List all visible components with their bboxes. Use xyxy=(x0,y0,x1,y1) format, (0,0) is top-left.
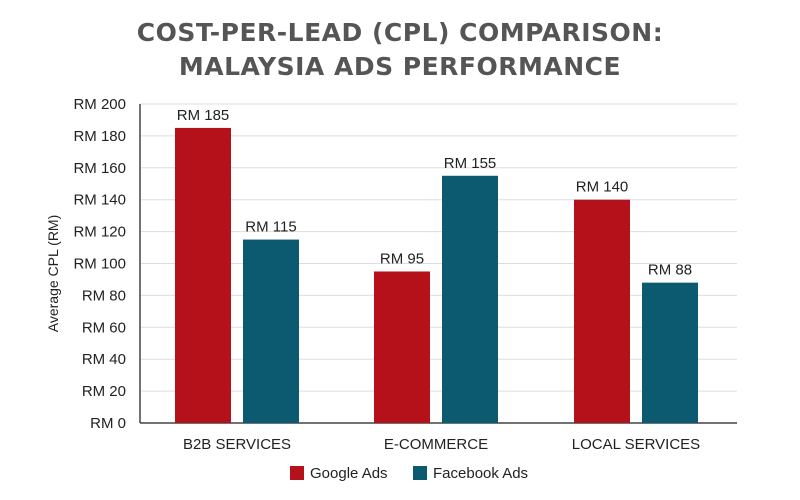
legend-label-facebook: Facebook Ads xyxy=(433,465,528,482)
y-tick-label: RM 160 xyxy=(73,160,126,177)
y-tick-label: RM 40 xyxy=(82,351,126,368)
y-tick-label: RM 120 xyxy=(73,224,126,241)
bar-facebook-1 xyxy=(442,175,498,423)
legend-label-google: Google Ads xyxy=(310,465,388,482)
y-tick-label: RM 20 xyxy=(82,383,126,400)
y-tick-label: RM 100 xyxy=(73,256,126,273)
x-category-label: B2B SERVICES xyxy=(183,436,291,453)
chart-title-line-2: MALAYSIA ADS PERFORMANCE xyxy=(178,52,622,81)
y-tick-label: RM 200 xyxy=(73,96,126,113)
bar-google-2 xyxy=(574,199,630,423)
legend-swatch-facebook xyxy=(413,466,427,480)
legend-swatch-google xyxy=(290,466,304,480)
y-axis-title: Average CPL (RM) xyxy=(45,215,61,332)
chart-title-line-1: COST-PER-LEAD (CPL) COMPARISON: xyxy=(136,18,664,47)
bar-facebook-0 xyxy=(243,239,299,423)
x-category-label: LOCAL SERVICES xyxy=(572,436,700,453)
data-label: RM 155 xyxy=(444,155,497,172)
data-label: RM 95 xyxy=(380,250,424,267)
y-tick-label: RM 0 xyxy=(90,415,126,432)
data-label: RM 88 xyxy=(648,262,692,279)
y-tick-label: RM 80 xyxy=(82,287,126,304)
data-label: RM 115 xyxy=(245,219,296,236)
y-tick-label: RM 180 xyxy=(73,128,126,145)
data-label: RM 140 xyxy=(576,179,629,196)
y-tick-label: RM 60 xyxy=(82,319,126,336)
y-tick-label: RM 140 xyxy=(73,192,126,209)
bar-facebook-2 xyxy=(642,282,698,423)
bar-google-0 xyxy=(175,127,231,424)
data-label: RM 185 xyxy=(177,107,230,124)
x-category-label: E-COMMERCE xyxy=(384,436,488,453)
chart-title: COST-PER-LEAD (CPL) COMPARISON: MALAYSIA… xyxy=(0,16,800,84)
bar-google-1 xyxy=(374,271,430,423)
